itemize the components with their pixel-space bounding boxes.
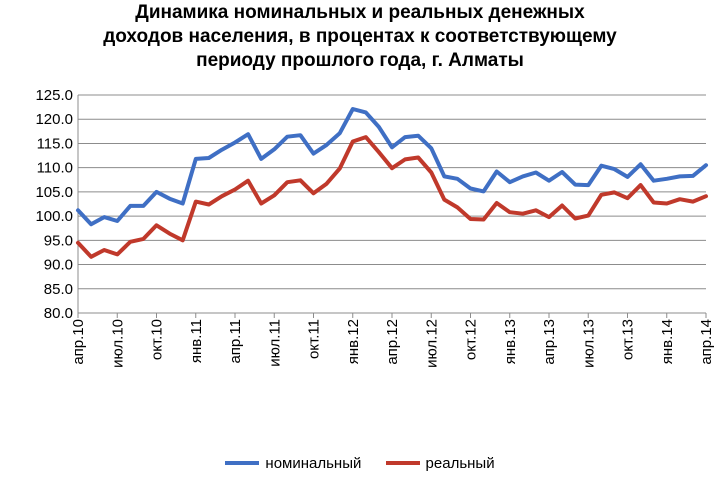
legend-label-nominal: номинальный (265, 454, 362, 472)
y-axis-ticks: 80.0 85.0 90.0 95.0 100.0 105.0 110.0 115.0 120.… (35, 87, 73, 322)
y-tick-label: 85.0 (44, 281, 73, 298)
x-tick-label: апр.10 (70, 319, 87, 365)
series-line-real (76, 135, 708, 259)
series-line-nominal (76, 107, 708, 227)
chart-title-line-3: периоду прошлого года, г. Алматы (196, 50, 524, 71)
x-tick-label: апр.14 (698, 319, 715, 365)
chart-title: Динамика номинальных и реальных денежных… (0, 1, 720, 73)
chart-title-line-2: доходов населения, в процентах к соответ… (103, 26, 617, 47)
axes (77, 95, 706, 314)
x-tick-label: июл.11 (266, 319, 283, 367)
legend-label-real: реальный (425, 454, 495, 472)
chart-title-line-1: Динамика номинальных и реальных денежных (135, 2, 585, 23)
x-tick-label: апр.13 (541, 319, 558, 365)
y-tick-label: 105.0 (35, 184, 73, 201)
y-tick-label: 80.0 (44, 305, 73, 322)
legend-swatch-real (385, 461, 420, 465)
y-tick-label: 115.0 (37, 135, 73, 152)
x-tick-label: янв.12 (345, 319, 362, 364)
y-tick-label: 100.0 (35, 208, 73, 225)
y-tick-label: 90.0 (44, 257, 73, 274)
x-tick-label: окт.12 (463, 319, 480, 360)
legend-item-real: реальный (385, 454, 495, 472)
gridlines (78, 94, 706, 314)
y-tick-label: 125.0 (35, 87, 73, 104)
x-tick-label: июл.13 (580, 319, 597, 368)
legend: номинальный реальный (0, 452, 720, 472)
x-tick-label: янв.14 (659, 319, 676, 364)
data-series (76, 107, 708, 259)
x-axis-ticks: апр.10 июл.10 окт.10 янв.11 апр.11 июл.11 окт.… (70, 313, 715, 368)
legend-swatch-nominal (225, 461, 260, 465)
x-tick-label: июл.12 (423, 319, 440, 368)
x-tick-label: апр.11 (227, 319, 244, 364)
x-tick-label: янв.13 (502, 319, 519, 364)
x-tick-label: окт.11 (306, 319, 323, 359)
legend-item-nominal: номинальный (225, 455, 361, 472)
x-tick-label: июл.10 (109, 319, 126, 368)
x-tick-label: апр.12 (384, 319, 401, 365)
y-tick-label: 95.0 (44, 232, 73, 249)
x-tick-label: янв.11 (188, 319, 205, 363)
x-tick-label: окт.13 (620, 319, 637, 360)
y-tick-label: 120.0 (35, 111, 73, 128)
y-tick-label: 110.0 (37, 160, 73, 177)
x-tick-label: окт.10 (149, 319, 166, 360)
